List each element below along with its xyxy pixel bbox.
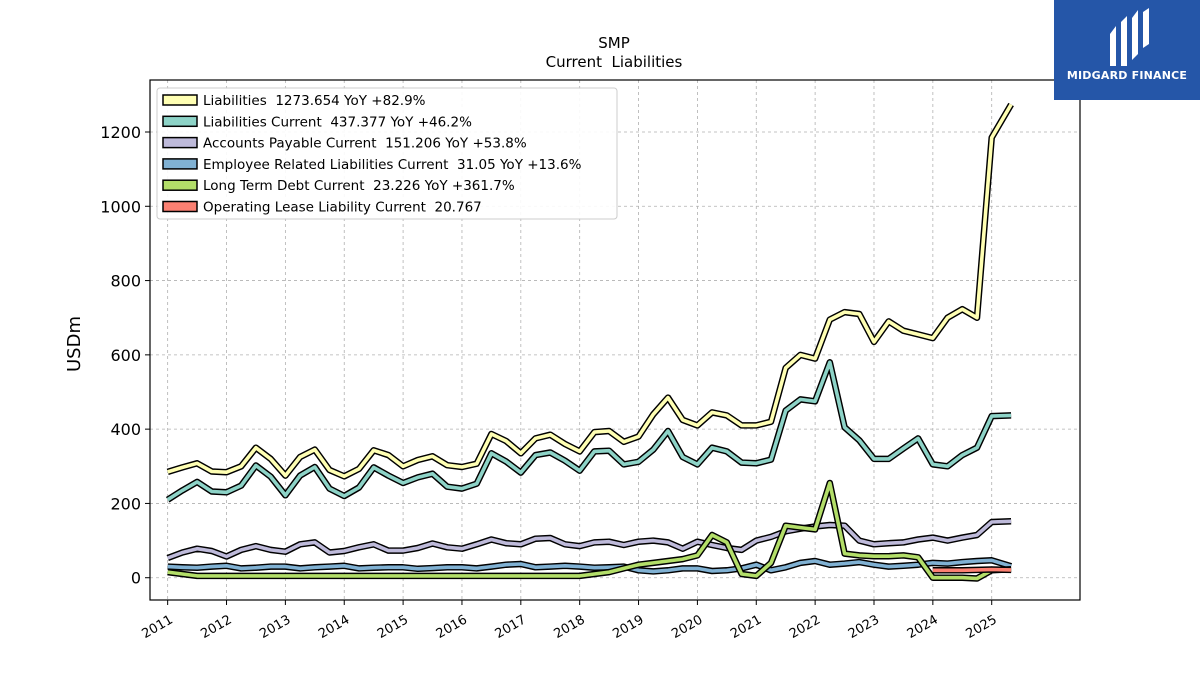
- legend-box: [156, 87, 618, 220]
- y-tick-label: 0: [131, 569, 141, 588]
- legend-swatch: [162, 136, 198, 149]
- x-tick-label: 2014: [316, 612, 352, 642]
- x-tick-label: 2015: [375, 612, 411, 642]
- series-4: [167, 479, 1012, 582]
- series-0: [166, 102, 1014, 480]
- x-tick-label: 2021: [728, 612, 764, 642]
- x-tick-label: 2019: [610, 612, 646, 642]
- y-tick-label: 1200: [100, 123, 141, 142]
- x-tick-label: 2018: [552, 612, 588, 642]
- legend: Liabilities 1273.654 YoY +82.9% Liabiliti…: [156, 87, 618, 220]
- y-axis-label: USDm: [64, 316, 85, 372]
- series-layer: [165, 102, 1014, 582]
- series-line: [932, 567, 1012, 573]
- x-tick-label: 2013: [257, 612, 293, 642]
- legend-item: Liabilities 1273.654 YoY +82.9%: [162, 93, 426, 109]
- brand-logo: MIDGARD FINANCE: [1054, 0, 1200, 100]
- x-tick-label: 2023: [846, 612, 882, 642]
- legend-label: Liabilities Current 437.377 YoY +46.2%: [203, 114, 472, 130]
- legend-item: Accounts Payable Current 151.206 YoY +53…: [162, 136, 527, 152]
- series-1: [165, 359, 1012, 503]
- legend-label: Operating Lease Liability Current 20.767: [203, 200, 482, 216]
- legend-swatch: [162, 179, 198, 191]
- series-line: [167, 103, 1013, 479]
- x-tick-label: 2025: [964, 612, 1000, 642]
- x-tick-label: 2024: [905, 612, 941, 642]
- legend-swatch: [162, 158, 198, 170]
- x-tick-label: 2020: [669, 612, 705, 642]
- legend-item: Employee Related Liabilities Current 31.…: [162, 157, 582, 173]
- legend-item: Liabilities Current 437.377 YoY +46.2%: [162, 114, 472, 130]
- legend-swatch: [162, 200, 198, 213]
- y-tick-label: 1000: [100, 197, 141, 216]
- series-line: [167, 481, 1012, 581]
- y-tick-label: 800: [110, 272, 141, 291]
- series-outline: [166, 518, 1012, 562]
- series-line: [166, 360, 1012, 502]
- legend-swatch: [162, 94, 198, 106]
- series-outline: [165, 359, 1012, 503]
- y-axis: 0 200 400 600 800 1000 1200: [100, 123, 150, 588]
- x-tick-label: 2016: [434, 612, 470, 642]
- legend-swatch: [162, 115, 198, 128]
- x-tick-label: 2011: [139, 612, 175, 642]
- midgard-logo-icon: [1110, 8, 1149, 66]
- brand-name: MIDGARD FINANCE: [1066, 69, 1188, 82]
- grid: [150, 80, 1080, 600]
- plot-frame: [149, 79, 1081, 601]
- chart-subtitle: Current Liabilities: [546, 53, 683, 71]
- legend-label: Liabilities 1273.654 YoY +82.9%: [203, 93, 426, 109]
- series-line: [167, 519, 1012, 560]
- legend-label: Long Term Debt Current 23.226 YoY +361.7…: [203, 178, 515, 194]
- x-tick-label: 2012: [198, 612, 234, 642]
- y-tick-label: 400: [110, 420, 141, 439]
- legend-item: Long Term Debt Current 23.226 YoY +361.7…: [162, 178, 515, 194]
- chart-title: SMP: [598, 34, 630, 52]
- legend-label: Accounts Payable Current 151.206 YoY +53…: [203, 136, 527, 152]
- x-tick-label: 2022: [787, 612, 823, 642]
- legend-label: Employee Related Liabilities Current 31.…: [203, 157, 582, 173]
- x-tick-label: 2017: [493, 612, 529, 642]
- y-tick-label: 200: [110, 494, 141, 513]
- series-5: [932, 566, 1012, 574]
- series-line: [167, 558, 1012, 574]
- x-axis: 2011 2012 2013 2014 2015 2016 2017 2018 2019 2020…: [139, 600, 1000, 642]
- legend-item: Operating Lease Liability Current 20.767: [162, 200, 482, 216]
- series-2: [166, 518, 1012, 562]
- y-tick-label: 600: [110, 346, 141, 365]
- series-3: [167, 557, 1013, 575]
